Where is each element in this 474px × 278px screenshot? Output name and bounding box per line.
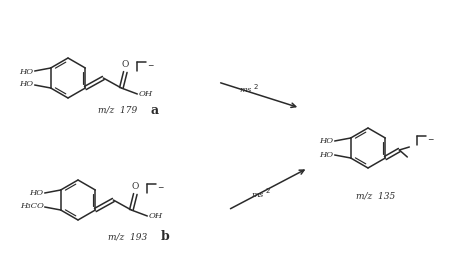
Text: −: − bbox=[147, 61, 154, 70]
Text: HO: HO bbox=[19, 68, 34, 76]
Text: m/z  193: m/z 193 bbox=[109, 232, 147, 242]
Text: m/z  179: m/z 179 bbox=[99, 105, 137, 115]
Text: H₃CO: H₃CO bbox=[20, 202, 44, 210]
Text: HO: HO bbox=[319, 137, 334, 145]
Text: −: − bbox=[428, 135, 434, 144]
Text: HO: HO bbox=[29, 189, 44, 197]
Text: a: a bbox=[151, 103, 159, 116]
Text: m/z  135: m/z 135 bbox=[356, 192, 396, 200]
Text: OH: OH bbox=[138, 91, 153, 98]
Text: O: O bbox=[132, 182, 139, 191]
Text: ms: ms bbox=[240, 86, 252, 94]
Text: OH: OH bbox=[148, 212, 163, 220]
Text: ms: ms bbox=[252, 191, 264, 199]
Text: −: − bbox=[157, 183, 164, 192]
Text: HO: HO bbox=[319, 151, 334, 159]
Text: O: O bbox=[122, 60, 129, 69]
Text: 2: 2 bbox=[254, 84, 258, 90]
Text: b: b bbox=[161, 230, 169, 244]
Text: HO: HO bbox=[19, 81, 34, 88]
Text: 2: 2 bbox=[266, 188, 270, 194]
